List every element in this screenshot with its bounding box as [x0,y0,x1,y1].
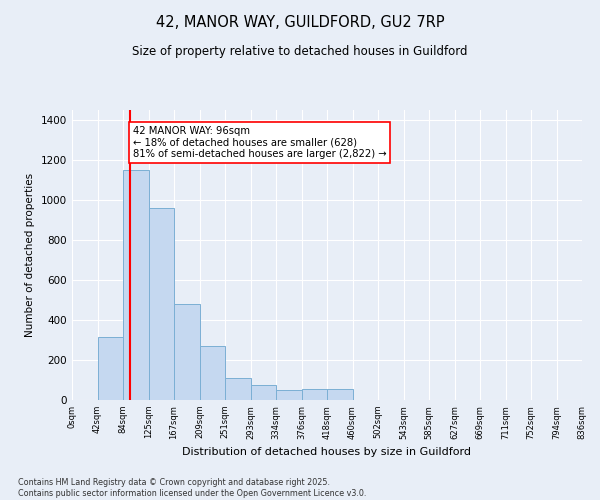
Text: Contains HM Land Registry data © Crown copyright and database right 2025.
Contai: Contains HM Land Registry data © Crown c… [18,478,367,498]
Bar [123,170,149,400]
Bar [174,304,199,400]
Bar [97,337,123,400]
Text: 42, MANOR WAY, GUILDFORD, GU2 7RP: 42, MANOR WAY, GUILDFORD, GU2 7RP [155,15,445,30]
Bar [302,389,327,400]
Bar [276,390,302,400]
Text: 42 MANOR WAY: 96sqm
← 18% of detached houses are smaller (628)
81% of semi-detac: 42 MANOR WAY: 96sqm ← 18% of detached ho… [133,126,386,159]
Bar [199,346,225,400]
Bar [327,389,353,400]
Bar [251,385,276,400]
Y-axis label: Number of detached properties: Number of detached properties [25,173,35,337]
X-axis label: Distribution of detached houses by size in Guildford: Distribution of detached houses by size … [182,447,472,457]
Text: Size of property relative to detached houses in Guildford: Size of property relative to detached ho… [132,45,468,58]
Bar [225,378,251,400]
Bar [149,208,174,400]
